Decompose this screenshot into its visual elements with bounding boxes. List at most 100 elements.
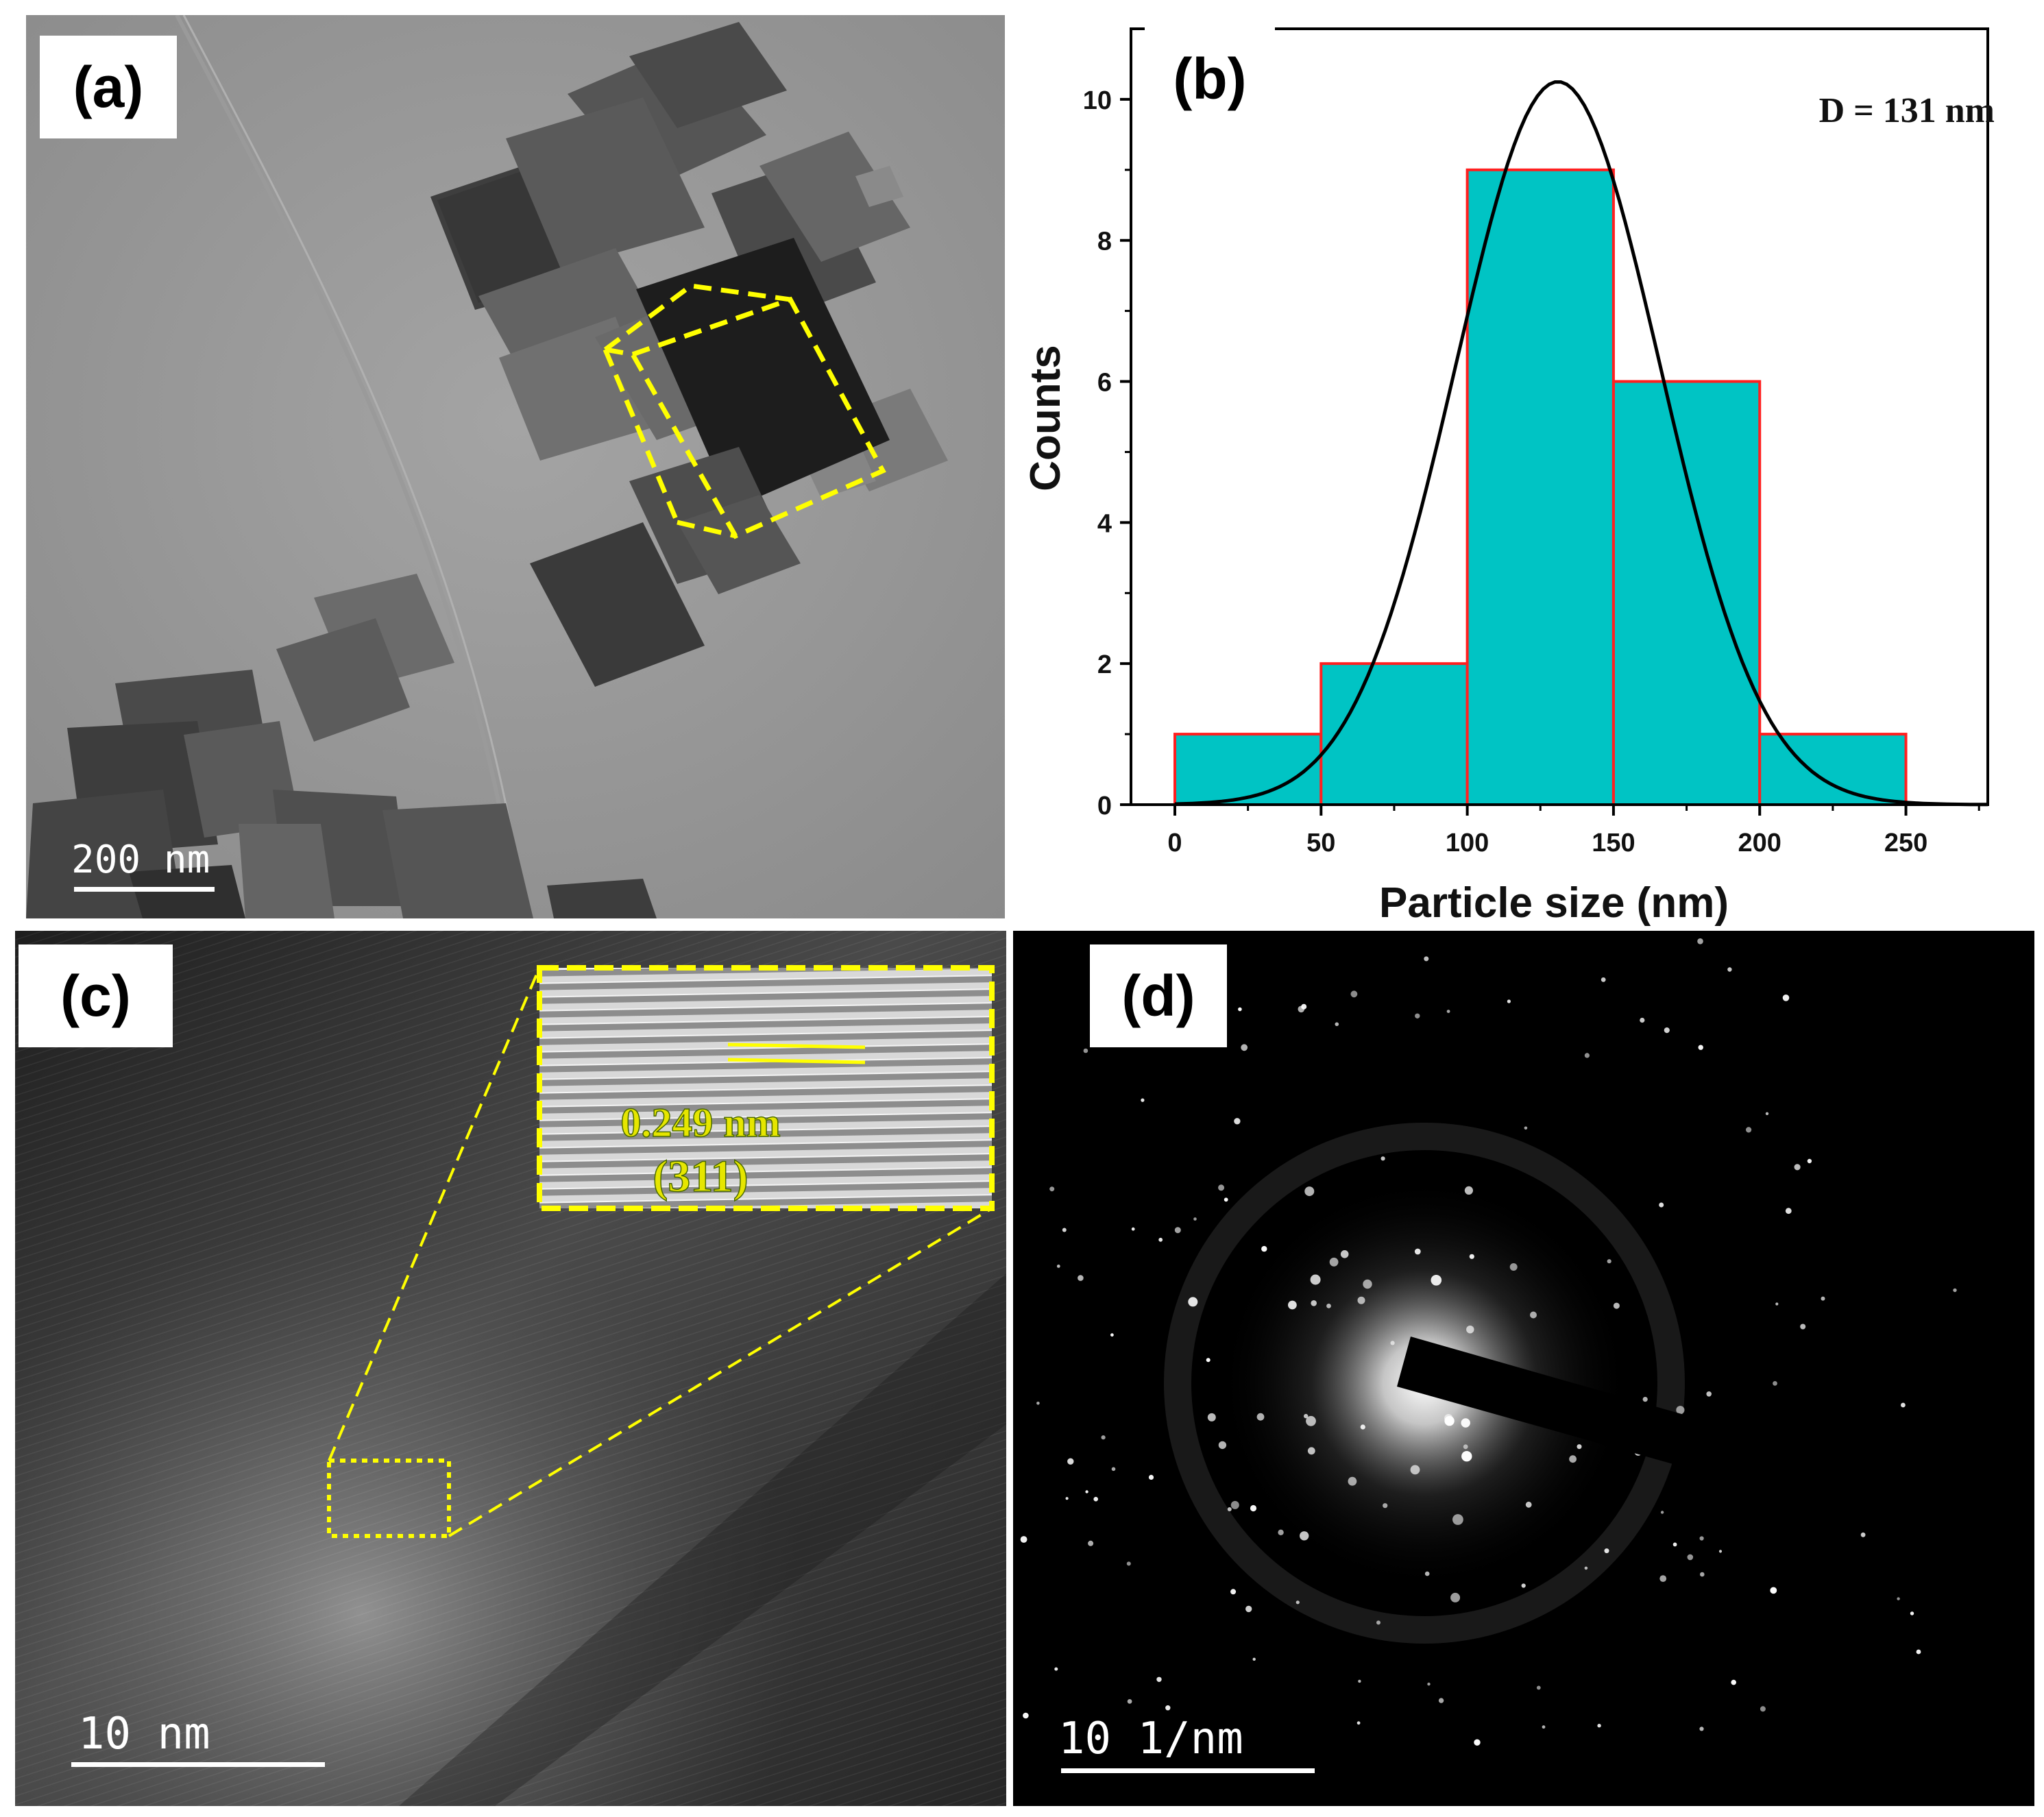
diffraction-spot	[1141, 1098, 1145, 1102]
diffraction-spot	[1536, 1685, 1541, 1690]
diffraction-spot	[1410, 1465, 1420, 1475]
beam-stopper	[1397, 1337, 1993, 1551]
panel-c-label: (c)	[19, 944, 173, 1047]
y-tick-label: 4	[1097, 509, 1112, 538]
diffraction-spot	[1348, 1476, 1357, 1486]
diffraction-spot	[1340, 1250, 1349, 1258]
y-tick-label: 2	[1097, 650, 1112, 679]
diffraction-spot	[1326, 1304, 1331, 1308]
highlighted-cube-outline	[599, 283, 886, 539]
scale-bar-a-label: 200 nm	[71, 838, 210, 882]
histogram-bar	[1173, 733, 1323, 807]
diffraction-spot	[1584, 1053, 1590, 1058]
diffraction-spot	[1577, 1444, 1582, 1450]
diffraction-spot	[1461, 1451, 1472, 1462]
diffraction-spot	[1230, 1589, 1237, 1595]
diffraction-spot	[1700, 1572, 1705, 1577]
diffraction-spot	[1731, 1679, 1736, 1685]
diffraction-spot	[1782, 995, 1790, 1001]
diffraction-spot	[1230, 1500, 1239, 1509]
diffraction-spot	[1298, 1005, 1305, 1013]
gaussian-fit-curve	[1174, 80, 1988, 807]
diffraction-spot	[1101, 1435, 1106, 1440]
diffraction-spot	[1383, 1503, 1388, 1509]
diffraction-spot	[1261, 1245, 1267, 1252]
zoom-projection-lines	[328, 967, 993, 1537]
diffraction-spot	[1910, 1611, 1914, 1615]
diffraction-spot	[1427, 1682, 1431, 1686]
diffraction-spot	[1083, 1048, 1088, 1053]
diffraction-spot	[1363, 1279, 1372, 1289]
diffraction-spot	[1746, 1127, 1752, 1133]
tem-micrograph	[26, 15, 1005, 918]
diffraction-spot	[1311, 1300, 1317, 1306]
diffraction-spot	[1770, 1587, 1777, 1594]
diffraction-spot	[1901, 1402, 1906, 1408]
diffraction-spot	[1065, 1497, 1069, 1500]
diffraction-spot	[1659, 1575, 1667, 1582]
diffraction-spot	[1307, 1447, 1315, 1455]
diffraction-spot	[1193, 1217, 1197, 1221]
diffraction-spot	[1295, 1600, 1300, 1605]
diffraction-spot	[1304, 1186, 1315, 1197]
diffraction-spot	[1023, 1712, 1029, 1719]
diffraction-spot	[1660, 1511, 1664, 1514]
diffraction-spot	[1699, 1536, 1704, 1541]
diffraction-spot	[1604, 1548, 1609, 1554]
diffraction-spot	[1521, 1583, 1526, 1588]
diffraction-spot	[1415, 1013, 1420, 1019]
diffraction-spot	[1206, 1358, 1210, 1363]
diffraction-spot	[1304, 1413, 1309, 1419]
diffraction-spot	[1148, 1474, 1154, 1480]
diffraction-spot	[1687, 1554, 1694, 1561]
diffraction-spot	[1067, 1458, 1074, 1465]
diffraction-spot	[1463, 1444, 1468, 1450]
histogram-chart: 0 50 100 150 200 250 0 2 4 6 8 10 Particle size (nm…	[1014, 0, 2044, 932]
diffraction-spot	[1897, 1597, 1900, 1600]
selected-region-box	[327, 1459, 451, 1538]
diffraction-spot	[1218, 1441, 1227, 1450]
diffraction-spot	[1049, 1186, 1055, 1192]
diffraction-spot	[1131, 1227, 1135, 1231]
diffraction-spot	[1241, 1044, 1248, 1051]
diffraction-spot	[1156, 1676, 1162, 1682]
diffraction-spot	[1697, 938, 1703, 944]
hrtem-micrograph: 0.249 nm (311)	[15, 931, 1006, 1806]
diffraction-spot	[1509, 1263, 1518, 1271]
diffraction-spot	[1054, 1667, 1058, 1671]
diffraction-spot	[1760, 1706, 1766, 1712]
diffraction-spot	[1126, 1561, 1131, 1566]
diffraction-spot	[1227, 1507, 1232, 1511]
diffraction-spot	[1020, 1536, 1027, 1543]
x-tick-label: 150	[1592, 829, 1635, 857]
x-tick-label: 200	[1738, 829, 1781, 857]
diffraction-spot	[1218, 1184, 1225, 1191]
x-tick-label: 0	[1167, 829, 1182, 857]
y-axis-label: Counts	[1022, 345, 1069, 491]
diffraction-spot	[1785, 1208, 1792, 1215]
diffraction-spot	[1642, 1397, 1648, 1402]
x-tick-label: 50	[1306, 829, 1335, 857]
diffraction-spot	[1727, 967, 1732, 972]
diffraction-spot	[1036, 1402, 1040, 1405]
diffraction-spot	[1953, 1288, 1957, 1293]
diffraction-spot	[1245, 1605, 1252, 1613]
diffraction-spot	[1110, 1333, 1114, 1337]
diffraction-spot	[1469, 1254, 1474, 1259]
diffraction-spot	[1569, 1455, 1577, 1463]
x-tick-label: 100	[1446, 829, 1489, 857]
diffraction-spot	[1357, 1296, 1365, 1304]
diffraction-spot	[1613, 1302, 1620, 1309]
diffraction-spot	[1452, 1514, 1463, 1525]
scale-bar-d	[1061, 1768, 1315, 1773]
panel-d-saed-pattern: 10 1/nm (d)	[1013, 931, 2034, 1806]
diffraction-spot	[1358, 1679, 1361, 1683]
plot-frame	[1130, 27, 1989, 806]
diffraction-spot	[1466, 1326, 1474, 1334]
diffraction-pattern	[1013, 931, 2034, 1806]
diffraction-spot	[1356, 1721, 1361, 1725]
diffraction-spot	[1360, 1424, 1365, 1430]
diffraction-spot	[1062, 1228, 1067, 1232]
diffraction-spot	[1256, 1413, 1265, 1421]
diffraction-spot	[1916, 1649, 1921, 1655]
